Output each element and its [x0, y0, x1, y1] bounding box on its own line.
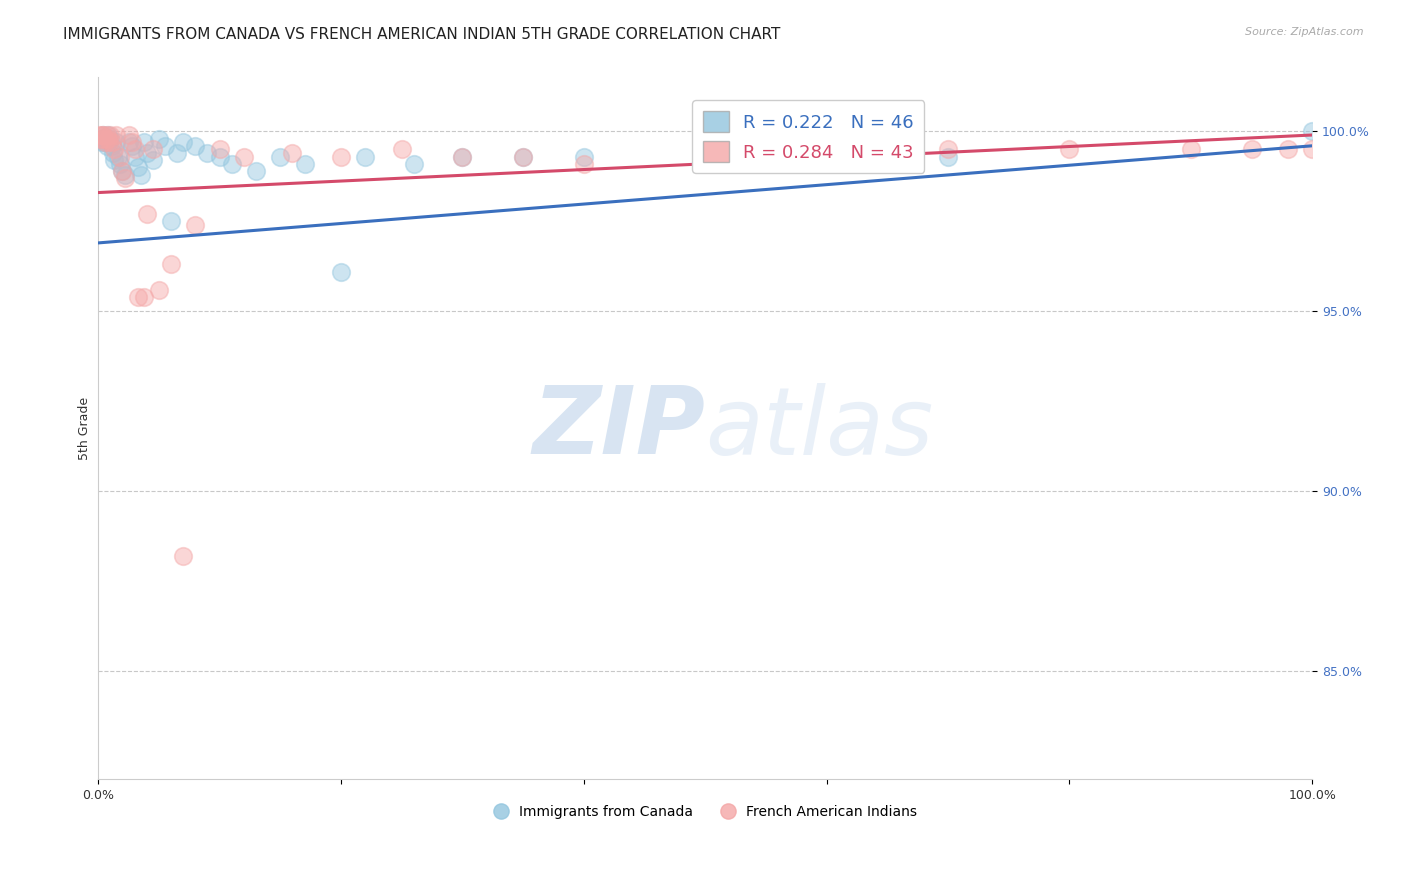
Point: [269, 150, 291, 164]
Point: [98, 131, 121, 145]
Point: [1301, 142, 1323, 156]
Point: [330, 265, 353, 279]
Point: [121, 138, 143, 153]
Point: [91, 128, 114, 142]
Point: [1180, 142, 1202, 156]
Point: [451, 150, 474, 164]
Point: [815, 142, 838, 156]
Point: [111, 164, 134, 178]
Text: atlas: atlas: [706, 383, 934, 474]
Point: [97, 128, 120, 142]
Point: [94, 135, 117, 149]
Point: [512, 150, 534, 164]
Point: [91, 128, 114, 142]
Point: [90, 131, 112, 145]
Point: [208, 150, 231, 164]
Point: [98, 128, 121, 142]
Point: [100, 135, 122, 149]
Point: [281, 146, 304, 161]
Point: [1059, 142, 1081, 156]
Point: [160, 214, 183, 228]
Point: [127, 161, 149, 175]
Point: [197, 146, 219, 161]
Point: [142, 142, 165, 156]
Y-axis label: 5th Grade: 5th Grade: [79, 397, 91, 459]
Point: [93, 131, 115, 145]
Text: Source: ZipAtlas.com: Source: ZipAtlas.com: [1246, 27, 1364, 37]
Point: [90, 128, 112, 142]
Point: [148, 283, 170, 297]
Point: [117, 135, 139, 149]
Point: [354, 150, 377, 164]
Text: ZIP: ZIP: [533, 382, 706, 475]
Point: [108, 157, 131, 171]
Point: [107, 150, 129, 164]
Point: [89, 128, 111, 142]
Point: [695, 142, 717, 156]
Point: [232, 150, 254, 164]
Point: [114, 168, 136, 182]
Point: [111, 164, 134, 178]
Point: [129, 168, 152, 182]
Point: [172, 549, 194, 563]
Point: [451, 150, 474, 164]
Text: IMMIGRANTS FROM CANADA VS FRENCH AMERICAN INDIAN 5TH GRADE CORRELATION CHART: IMMIGRANTS FROM CANADA VS FRENCH AMERICA…: [63, 27, 780, 42]
Point: [100, 138, 122, 153]
Point: [127, 290, 149, 304]
Point: [148, 131, 170, 145]
Point: [153, 138, 176, 153]
Point: [121, 135, 143, 149]
Point: [105, 128, 128, 142]
Point: [124, 142, 146, 156]
Point: [1240, 142, 1263, 156]
Point: [402, 157, 425, 171]
Legend: Immigrants from Canada, French American Indians: Immigrants from Canada, French American …: [488, 799, 922, 824]
Point: [1277, 142, 1299, 156]
Point: [134, 135, 156, 149]
Point: [142, 153, 165, 168]
Point: [103, 142, 125, 156]
Point: [512, 150, 534, 164]
Point: [166, 146, 188, 161]
Point: [160, 258, 183, 272]
Point: [103, 153, 125, 168]
Point: [221, 157, 243, 171]
Point: [90, 131, 112, 145]
Point: [96, 128, 118, 142]
Point: [108, 150, 131, 164]
Point: [117, 128, 139, 142]
Point: [134, 290, 156, 304]
Point: [936, 150, 959, 164]
Point: [572, 157, 595, 171]
Point: [96, 138, 118, 153]
Point: [572, 150, 595, 164]
Point: [208, 142, 231, 156]
Point: [294, 157, 316, 171]
Point: [93, 131, 115, 145]
Point: [97, 131, 120, 145]
Point: [135, 207, 157, 221]
Point: [172, 135, 194, 149]
Point: [245, 164, 267, 178]
Point: [391, 142, 413, 156]
Point: [98, 135, 121, 149]
Point: [124, 150, 146, 164]
Point: [695, 150, 717, 164]
Point: [936, 142, 959, 156]
Point: [90, 135, 112, 149]
Point: [1301, 124, 1323, 138]
Point: [184, 218, 207, 232]
Point: [98, 135, 121, 149]
Point: [184, 138, 207, 153]
Point: [330, 150, 353, 164]
Point: [101, 146, 124, 161]
Point: [114, 171, 136, 186]
Point: [105, 135, 128, 149]
Point: [94, 135, 117, 149]
Point: [135, 146, 157, 161]
